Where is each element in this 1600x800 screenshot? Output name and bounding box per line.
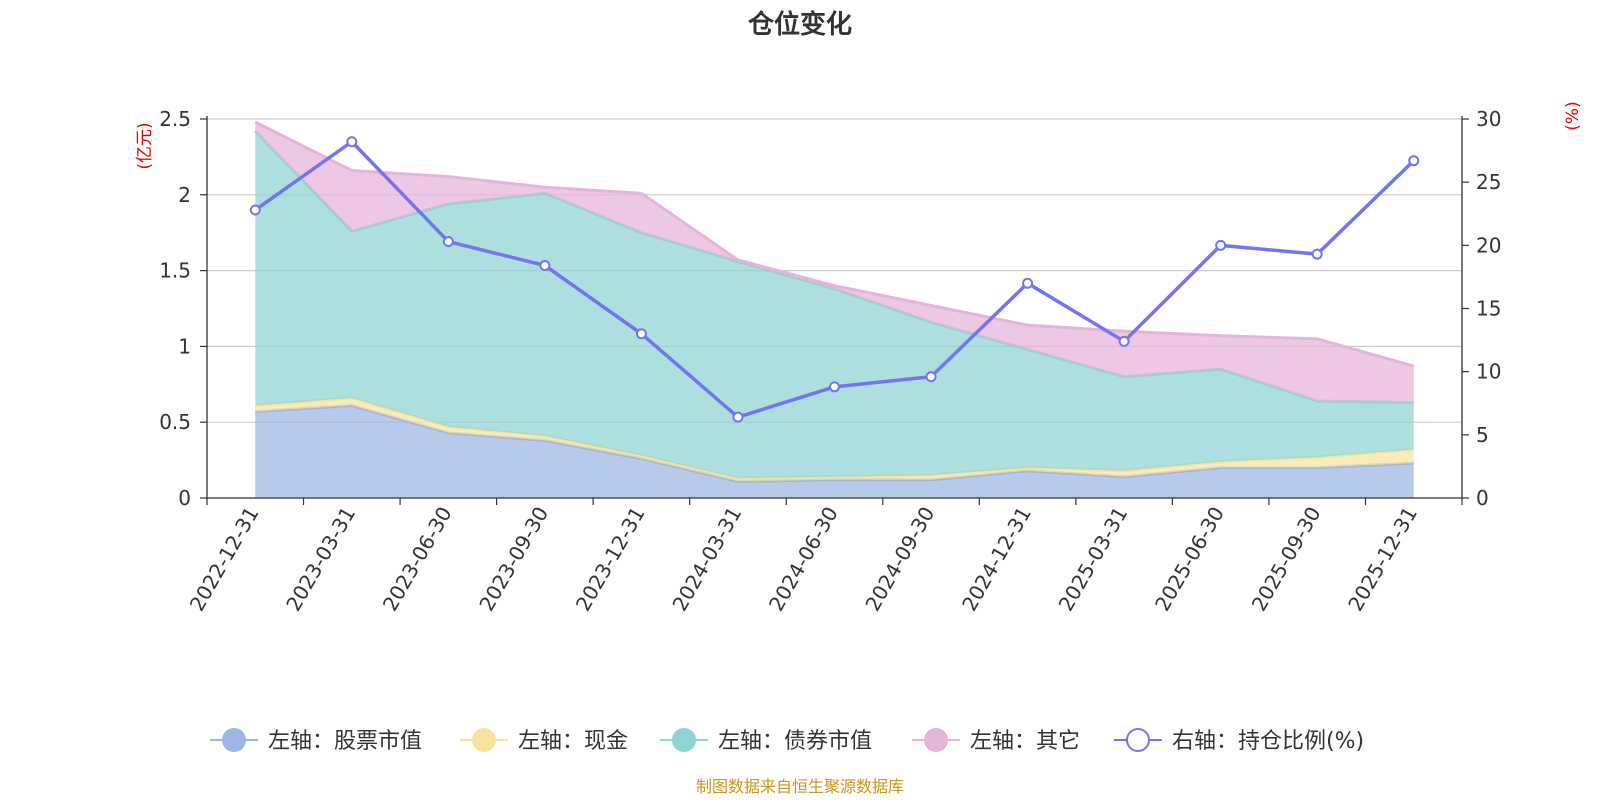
right-tick-label: 20	[1476, 233, 1501, 257]
legend-label-2: 左轴：债券市值	[718, 729, 872, 754]
left-tick-label: 0	[178, 486, 191, 510]
ratio-point	[1311, 248, 1323, 260]
ratio-point	[249, 204, 261, 216]
ratio-point	[732, 411, 744, 423]
right-tick-label: 5	[1476, 423, 1489, 447]
x-tick-label: 2023-12-31	[571, 503, 650, 616]
right-tick-label: 0	[1476, 486, 1489, 510]
data-source-note: 制图数据来自恒生聚源数据库	[696, 777, 904, 796]
ratio-point	[539, 260, 551, 272]
right-tick-label: 15	[1476, 297, 1501, 321]
ratio-point	[346, 136, 358, 148]
left-tick-label: 2	[178, 183, 191, 207]
x-tick-label: 2022-12-31	[185, 503, 264, 616]
ratio-point	[1408, 155, 1420, 167]
stacked-areas	[254, 120, 1415, 498]
left-tick-label: 0.5	[159, 410, 191, 434]
ratio-point	[1022, 277, 1034, 289]
legend-marker-1	[472, 728, 496, 752]
legend-marker-4	[1126, 728, 1150, 752]
right-tick-label: 25	[1476, 170, 1501, 194]
left-tick-label: 1	[178, 334, 191, 358]
ratio-point	[635, 328, 647, 340]
legend-label-1: 左轴：现金	[518, 729, 628, 754]
area-series-2	[255, 131, 1414, 479]
chart-title: 仓位变化	[747, 9, 852, 40]
legend-marker-2	[672, 728, 696, 752]
ratio-point	[442, 236, 454, 248]
legend-label-3: 左轴：其它	[970, 729, 1080, 754]
x-tick-label: 2023-06-30	[378, 503, 457, 616]
ratio-point	[925, 371, 937, 383]
left-tick-label: 1.5	[159, 259, 191, 283]
legend-label-4: 右轴：持仓比例(%)	[1172, 729, 1364, 754]
ratio-point	[1118, 335, 1130, 347]
right-tick-label: 30	[1476, 107, 1501, 131]
area-series-1	[255, 397, 1414, 482]
x-tick-label: 2025-09-30	[1247, 503, 1326, 616]
x-tick-label: 2023-09-30	[474, 503, 553, 616]
area-series-edge-3	[254, 120, 1415, 368]
legend-marker-0	[222, 728, 246, 752]
left-axis-unit: (亿元)	[135, 122, 155, 169]
legend-marker-3	[924, 728, 948, 752]
area-series-0	[255, 405, 1414, 498]
left-tick-label: 2.5	[159, 107, 191, 131]
right-axis-unit: (%)	[1563, 101, 1583, 130]
x-tick-label: 2024-03-31	[667, 503, 746, 616]
right-tick-label: 10	[1476, 360, 1501, 384]
x-tick-label: 2023-03-31	[281, 503, 360, 616]
legend-label-0: 左轴：股票市值	[268, 729, 422, 754]
x-tick-label: 2025-12-31	[1343, 503, 1422, 616]
x-tick-label: 2024-06-30	[764, 503, 843, 616]
x-tick-label: 2024-12-31	[957, 503, 1036, 616]
ratio-point	[829, 381, 840, 393]
ratio-line-layer	[249, 136, 1420, 423]
x-tick-label: 2025-06-30	[1150, 503, 1229, 616]
legend: 左轴：股票市值 左轴：现金 左轴：债券市值 左轴：其它 右轴：持仓比例(%)	[210, 728, 1364, 754]
ratio-point	[1215, 239, 1227, 251]
x-tick-label: 2025-03-31	[1054, 503, 1133, 616]
x-tick-label: 2024-09-30	[860, 503, 939, 616]
